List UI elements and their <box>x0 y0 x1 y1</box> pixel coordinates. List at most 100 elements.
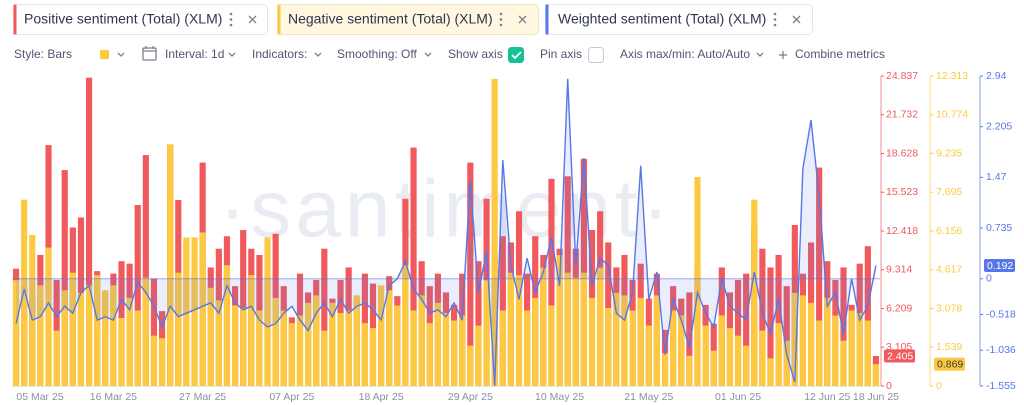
bar <box>345 310 352 386</box>
tab-label: Negative sentiment (Total) (XLM) <box>288 11 493 27</box>
bar <box>69 272 76 386</box>
metric-tab[interactable]: Negative sentiment (Total) (XLM) <box>277 4 539 35</box>
bar <box>248 275 255 386</box>
bar <box>361 323 368 386</box>
y-tick-label: 1.47 <box>986 171 1007 183</box>
tab-color-bar <box>277 4 281 35</box>
y-tick-label: 3.078 <box>936 302 962 314</box>
bar <box>321 248 328 386</box>
bar <box>743 273 750 386</box>
bar <box>499 310 506 386</box>
x-tick-label: 12 Jun 25 <box>804 391 850 403</box>
bar <box>451 320 458 386</box>
calendar-icon <box>142 46 157 61</box>
last-value-box <box>884 349 915 363</box>
bar <box>296 315 304 386</box>
bar <box>816 167 823 386</box>
indicators-select[interactable]: Indicators: <box>252 47 307 61</box>
bar <box>856 312 863 386</box>
bar <box>459 315 466 386</box>
close-icon[interactable] <box>248 15 257 24</box>
bar <box>426 323 433 386</box>
style-select[interactable]: Style: Bars <box>14 47 72 61</box>
line <box>15 78 877 386</box>
y-tick-label: -0.518 <box>986 308 1016 320</box>
bar <box>167 144 174 386</box>
chevron <box>117 52 125 57</box>
bar <box>759 248 766 386</box>
close-icon[interactable] <box>792 15 801 24</box>
menu-icon[interactable] <box>499 12 503 27</box>
bar <box>840 267 847 386</box>
bar <box>191 237 198 386</box>
bar <box>621 295 628 386</box>
bar <box>710 350 717 386</box>
axis-range-select[interactable]: Axis max/min: Auto/Auto <box>620 47 750 61</box>
bar <box>369 328 377 386</box>
bar <box>102 290 109 386</box>
bar <box>150 278 158 386</box>
bar <box>134 205 141 386</box>
y-tick-label: 1.539 <box>936 341 962 353</box>
bar <box>418 295 425 386</box>
bar <box>61 290 68 386</box>
bar <box>118 318 125 386</box>
bar <box>85 285 93 386</box>
bar <box>467 345 474 386</box>
bar <box>110 285 117 386</box>
bar <box>678 315 685 386</box>
bar <box>240 307 247 386</box>
menu-icon[interactable] <box>229 12 233 27</box>
chevron <box>314 52 322 57</box>
last-value-box <box>934 357 965 371</box>
pin-axis-label[interactable]: Pin axis <box>540 47 582 61</box>
x-tick-label: 29 Apr 25 <box>448 391 493 403</box>
bar <box>548 305 555 386</box>
bar <box>29 234 36 386</box>
plus-icon <box>779 51 787 59</box>
menu-icon[interactable] <box>773 12 777 27</box>
bar <box>394 305 401 386</box>
bar <box>556 255 563 386</box>
close-icon[interactable] <box>518 15 527 24</box>
bar <box>726 328 734 386</box>
bar <box>434 302 441 386</box>
tab-label: Positive sentiment (Total) (XLM) <box>24 11 222 27</box>
y-tick-label: 7.695 <box>936 186 962 198</box>
bar <box>272 297 279 386</box>
show-axis-checkbox[interactable] <box>508 47 524 63</box>
y-tick-label: 9.235 <box>936 147 962 159</box>
bar <box>410 310 417 386</box>
y-tick-label: 18.628 <box>886 147 918 159</box>
bar <box>45 247 52 386</box>
bar <box>491 78 498 386</box>
bar <box>832 315 839 386</box>
bar <box>848 310 855 386</box>
watermark: ·santiment· <box>219 164 673 255</box>
bar <box>53 330 60 386</box>
bar <box>532 297 539 386</box>
chevron <box>756 52 764 57</box>
metric-tab[interactable]: Weighted sentiment (Total) (XLM) <box>545 4 813 35</box>
bar <box>824 297 831 386</box>
bar <box>199 232 206 386</box>
pin-axis-checkbox[interactable] <box>588 47 604 63</box>
bar <box>670 310 677 386</box>
bar <box>85 77 93 386</box>
combine-metrics-button[interactable]: Combine metrics <box>795 47 885 61</box>
interval-select[interactable]: Interval: 1d <box>165 47 224 61</box>
y-tick-label: -1.555 <box>986 380 1016 392</box>
smoothing-select[interactable]: Smoothing: Off <box>337 47 417 61</box>
metric-tab[interactable]: Positive sentiment (Total) (XLM) <box>13 4 268 35</box>
show-axis-label[interactable]: Show axis <box>448 47 503 61</box>
bar <box>264 237 271 386</box>
check-mark <box>511 51 522 60</box>
y-tick-label: 0 <box>936 380 942 392</box>
color-swatch[interactable] <box>100 50 109 59</box>
bar <box>783 286 790 386</box>
x-tick-label: 16 Mar 25 <box>90 391 137 403</box>
bar <box>21 199 28 386</box>
bar <box>524 310 531 386</box>
x-tick-label: 05 Mar 25 <box>16 391 63 403</box>
